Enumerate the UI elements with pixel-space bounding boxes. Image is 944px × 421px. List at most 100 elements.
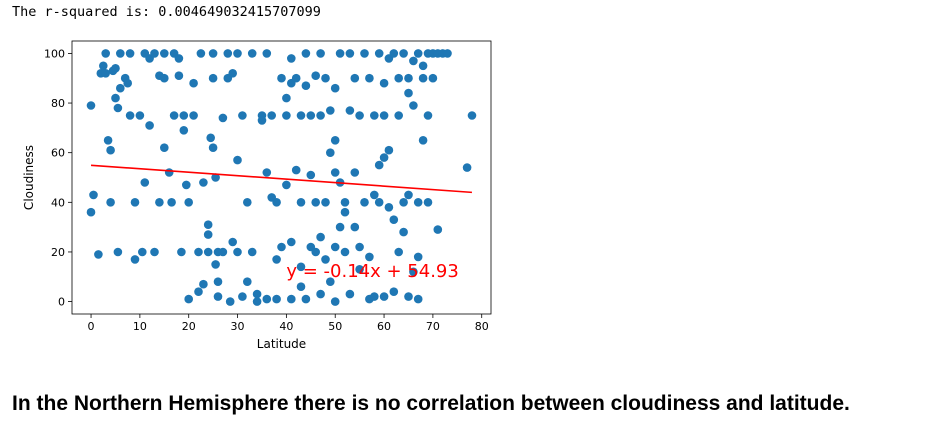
regression-line [90, 164, 473, 194]
r-squared-output: The r-squared is: 0.004649032415707099 [12, 4, 321, 20]
data-point [282, 111, 291, 120]
data-point [247, 49, 257, 58]
data-point [316, 111, 325, 120]
y-tick-label: 40 [51, 196, 65, 209]
data-point [101, 49, 110, 58]
data-point [208, 143, 218, 152]
data-point [287, 294, 296, 304]
data-point [413, 294, 423, 304]
data-point [208, 49, 218, 58]
data-point [409, 56, 418, 66]
plot-frame [71, 40, 492, 315]
data-point [113, 247, 123, 257]
data-point [379, 292, 389, 301]
data-point [189, 111, 198, 120]
data-point [413, 49, 423, 58]
data-point [467, 111, 477, 120]
data-point [228, 237, 237, 247]
data-point [413, 252, 423, 262]
data-point [86, 207, 96, 217]
data-point [89, 190, 98, 200]
data-point [418, 73, 428, 83]
data-point [374, 198, 384, 207]
regression-equation: y = -0.14x + 54.93 [286, 261, 458, 282]
data-point [243, 277, 252, 286]
data-point [311, 247, 321, 257]
data-point [350, 168, 360, 177]
data-point [233, 155, 242, 165]
data-point [106, 145, 115, 155]
data-point [409, 101, 418, 110]
data-point [101, 69, 110, 78]
data-point [135, 111, 145, 120]
x-axis-label: Latitude [257, 337, 306, 351]
data-point [321, 198, 330, 207]
data-point [211, 260, 220, 269]
data-point [238, 292, 247, 301]
data-point [394, 73, 404, 83]
data-point [213, 292, 223, 301]
data-point [301, 49, 311, 58]
data-point [203, 247, 213, 257]
data-point [316, 49, 325, 58]
data-point [252, 297, 262, 306]
data-point [99, 61, 108, 71]
data-point [203, 220, 213, 229]
data-point [179, 111, 189, 120]
x-tick-label: 80 [475, 320, 489, 333]
data-point [116, 83, 125, 93]
data-point [267, 111, 277, 120]
data-point [223, 49, 233, 58]
data-point [404, 88, 413, 98]
data-point [340, 247, 350, 257]
data-point [306, 111, 316, 120]
data-point [423, 111, 433, 120]
data-point [326, 106, 335, 115]
data-point [169, 111, 179, 120]
data-point [413, 198, 423, 207]
x-tick-label: 70 [426, 320, 440, 333]
data-point [306, 170, 316, 180]
data-point [296, 282, 306, 291]
data-point [106, 198, 115, 207]
data-point [335, 49, 345, 58]
plot-area [71, 40, 492, 315]
data-point [196, 49, 206, 58]
data-point [277, 242, 286, 252]
data-point [262, 294, 272, 304]
y-tick-label: 80 [51, 97, 65, 110]
data-point [374, 49, 384, 58]
data-point [282, 180, 291, 190]
data-point [194, 287, 203, 297]
data-point [399, 49, 408, 58]
data-point [433, 225, 443, 234]
data-point [340, 198, 350, 207]
data-point [140, 178, 150, 187]
data-point [287, 237, 296, 247]
data-point [316, 232, 325, 242]
data-point [125, 111, 135, 120]
data-point [418, 61, 428, 71]
data-point [330, 168, 340, 177]
data-point [287, 54, 296, 63]
data-point [360, 49, 369, 58]
data-point [282, 93, 291, 103]
y-tick-label: 60 [51, 147, 65, 160]
data-point [296, 198, 306, 207]
data-points [86, 49, 477, 306]
data-point [252, 289, 262, 299]
data-point [272, 255, 281, 264]
data-point [291, 165, 301, 175]
data-point [301, 294, 311, 304]
data-point [86, 101, 96, 110]
data-point [330, 242, 340, 252]
data-point [330, 297, 340, 306]
data-point [355, 111, 364, 120]
data-point [291, 73, 301, 83]
data-point [233, 49, 242, 58]
data-point [277, 73, 286, 83]
data-point [262, 168, 272, 177]
regression-line-layer [90, 164, 473, 194]
conclusion-text: In the Northern Hemisphere there is no c… [12, 392, 850, 415]
data-point [335, 222, 345, 232]
